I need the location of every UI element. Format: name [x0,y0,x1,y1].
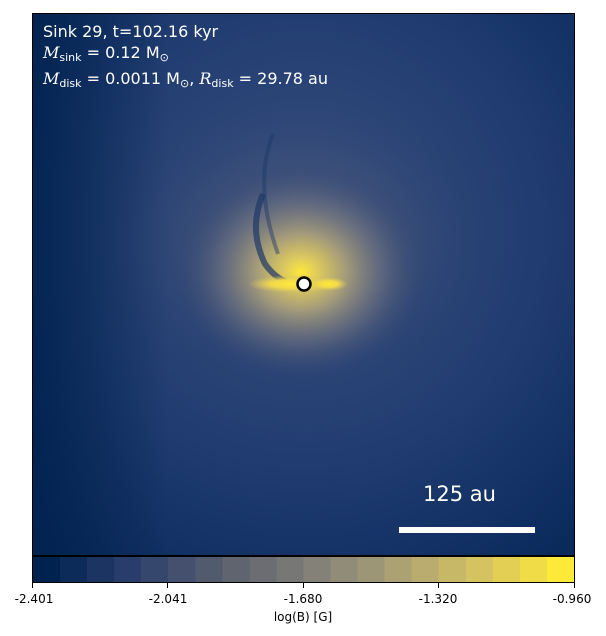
sink-mass-line: Msink = 0.12 M⊙ [43,43,169,64]
sink-marker [296,276,312,292]
colorbar-label: log(B) [G] [273,610,333,624]
disk-line: Mdisk = 0.0011 M⊙, Rdisk = 29.78 au [43,69,328,90]
colorbar [32,556,575,583]
colorbar-tick [303,583,304,588]
magnetic-field-map: Sink 29, t=102.16 kyr Msink = 0.12 M⊙ Md… [32,13,575,556]
annotation-block: Sink 29, t=102.16 kyr Msink = 0.12 M⊙ Md… [43,21,328,94]
colorbar-tick-label: -2.401 [14,592,54,606]
colorbar-tick-label: -1.320 [418,592,458,606]
colorbar-tick [167,583,168,588]
colorbar-tick [32,583,33,588]
title-line: Sink 29, t=102.16 kyr [43,22,219,41]
colorbar-tick-label: -1.680 [283,592,323,606]
colorbar-tick-label: -2.041 [148,592,188,606]
scale-bar-label: 125 au [423,482,496,506]
colorbar-tick-label: -0.960 [552,592,592,606]
colorbar-tick [438,583,439,588]
scale-bar [399,527,535,533]
colorbar-tick [574,583,575,588]
